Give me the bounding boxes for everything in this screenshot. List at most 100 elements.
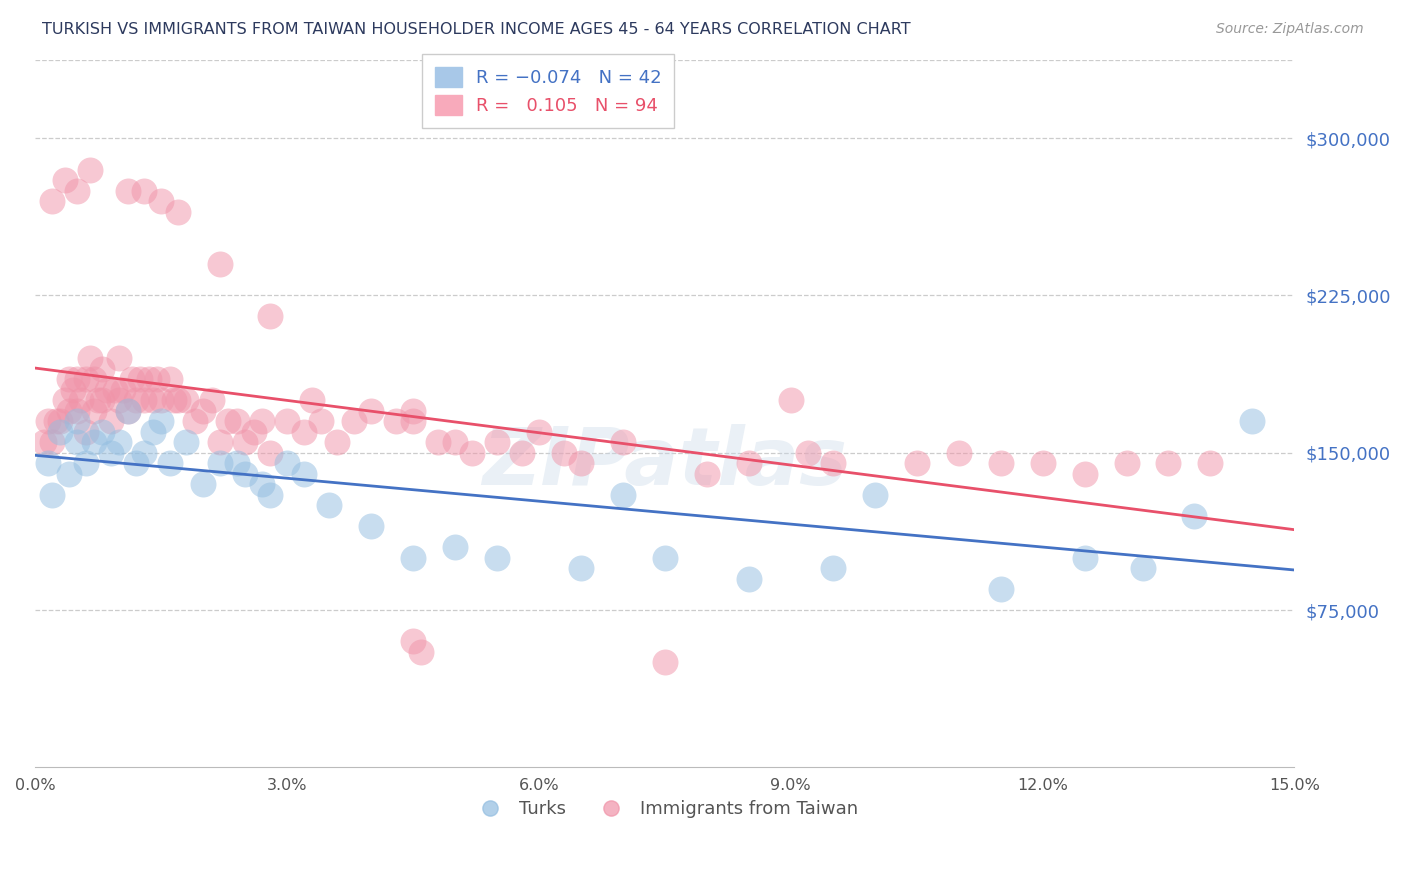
Point	[612, 488, 634, 502]
Point	[108, 435, 131, 450]
Point	[121, 372, 143, 386]
Point	[738, 572, 761, 586]
Point	[402, 550, 425, 565]
Point	[129, 372, 152, 386]
Point	[343, 414, 366, 428]
Point	[83, 372, 105, 386]
Point	[41, 194, 63, 208]
Point	[58, 404, 80, 418]
Point	[32, 435, 55, 450]
Point	[134, 393, 156, 408]
Point	[1157, 456, 1180, 470]
Point	[654, 550, 676, 565]
Point	[167, 393, 190, 408]
Point	[79, 351, 101, 366]
Point	[233, 467, 256, 481]
Point	[510, 446, 533, 460]
Point	[360, 404, 382, 418]
Point	[125, 456, 148, 470]
Legend: Turks, Immigrants from Taiwan: Turks, Immigrants from Taiwan	[464, 793, 865, 825]
Point	[1032, 456, 1054, 470]
Point	[233, 435, 256, 450]
Point	[167, 204, 190, 219]
Point	[108, 393, 131, 408]
Point	[326, 435, 349, 450]
Point	[1073, 467, 1095, 481]
Point	[1115, 456, 1137, 470]
Point	[292, 425, 315, 439]
Point	[242, 425, 264, 439]
Point	[83, 404, 105, 418]
Point	[176, 393, 198, 408]
Point	[100, 446, 122, 460]
Point	[104, 383, 127, 397]
Point	[1199, 456, 1222, 470]
Point	[309, 414, 332, 428]
Point	[58, 372, 80, 386]
Point	[176, 435, 198, 450]
Point	[66, 372, 89, 386]
Point	[117, 184, 139, 198]
Point	[990, 456, 1012, 470]
Point	[444, 435, 467, 450]
Point	[1073, 550, 1095, 565]
Point	[738, 456, 761, 470]
Point	[208, 257, 231, 271]
Point	[37, 414, 59, 428]
Point	[569, 561, 592, 575]
Point	[117, 404, 139, 418]
Point	[159, 456, 181, 470]
Point	[225, 414, 247, 428]
Text: ZIPatlas: ZIPatlas	[482, 424, 848, 502]
Point	[200, 393, 222, 408]
Point	[411, 645, 433, 659]
Text: Source: ZipAtlas.com: Source: ZipAtlas.com	[1216, 22, 1364, 37]
Point	[385, 414, 408, 428]
Point	[569, 456, 592, 470]
Point	[318, 498, 340, 512]
Point	[990, 582, 1012, 596]
Point	[150, 194, 173, 208]
Point	[49, 414, 72, 428]
Point	[159, 372, 181, 386]
Point	[250, 414, 273, 428]
Point	[83, 435, 105, 450]
Point	[696, 467, 718, 481]
Point	[779, 393, 801, 408]
Point	[112, 383, 135, 397]
Text: TURKISH VS IMMIGRANTS FROM TAIWAN HOUSEHOLDER INCOME AGES 45 - 64 YEARS CORRELAT: TURKISH VS IMMIGRANTS FROM TAIWAN HOUSEH…	[42, 22, 911, 37]
Point	[250, 477, 273, 491]
Point	[259, 446, 281, 460]
Point	[53, 393, 76, 408]
Point	[276, 456, 298, 470]
Point	[821, 456, 844, 470]
Point	[163, 393, 186, 408]
Point	[193, 477, 215, 491]
Point	[863, 488, 886, 502]
Point	[527, 425, 550, 439]
Point	[62, 383, 84, 397]
Point	[485, 435, 508, 450]
Point	[217, 414, 239, 428]
Point	[402, 414, 425, 428]
Point	[45, 414, 67, 428]
Point	[146, 372, 169, 386]
Point	[821, 561, 844, 575]
Point	[91, 393, 114, 408]
Point	[91, 425, 114, 439]
Point	[360, 519, 382, 533]
Point	[225, 456, 247, 470]
Point	[402, 404, 425, 418]
Point	[75, 456, 97, 470]
Point	[58, 467, 80, 481]
Point	[66, 404, 89, 418]
Point	[259, 310, 281, 324]
Point	[134, 184, 156, 198]
Point	[75, 372, 97, 386]
Point	[1132, 561, 1154, 575]
Point	[427, 435, 450, 450]
Point	[75, 425, 97, 439]
Point	[134, 446, 156, 460]
Point	[41, 488, 63, 502]
Point	[49, 425, 72, 439]
